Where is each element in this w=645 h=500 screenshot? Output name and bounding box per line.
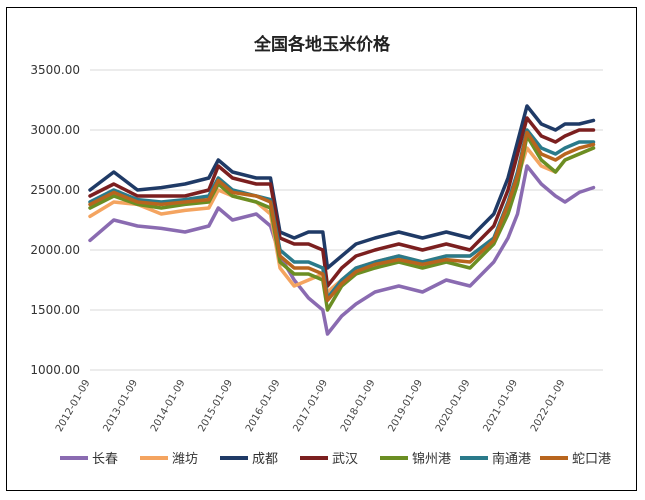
x-tick-label: 2016-01-09 xyxy=(244,378,283,434)
x-axis: 2012-01-09 2013-01-09 2014-01-09 2015-01-09… xyxy=(54,378,568,434)
series-lines xyxy=(88,104,596,336)
legend-label: 蛇口港 xyxy=(572,452,611,467)
x-tick-label: 2014-01-09 xyxy=(149,378,188,434)
y-tick-label: 2500.00 xyxy=(30,183,80,197)
legend-label: 潍坊 xyxy=(172,452,198,467)
series-line-0 xyxy=(88,164,596,336)
y-tick-label: 2000.00 xyxy=(30,243,80,257)
x-tick-label: 2020-01-09 xyxy=(434,378,473,434)
legend-label: 成都 xyxy=(252,452,278,467)
legend: 长春 潍坊 成都 武汉 锦州港 南通港 蛇口港 xyxy=(60,451,611,467)
y-grid xyxy=(90,69,603,371)
legend-label: 长春 xyxy=(92,452,118,467)
x-tick-label: 2017-01-09 xyxy=(292,378,331,434)
legend-label: 武汉 xyxy=(332,452,358,467)
x-tick-label: 2015-01-09 xyxy=(197,378,236,434)
series-line-2 xyxy=(88,104,596,270)
y-tick-label: 3500.00 xyxy=(30,63,80,77)
y-tick-label: 1500.00 xyxy=(30,303,80,317)
x-tick-label: 2013-01-09 xyxy=(102,378,141,434)
series-line-6 xyxy=(88,130,596,303)
x-tick-label: 2019-01-09 xyxy=(387,378,426,434)
y-tick-label: 3000.00 xyxy=(30,123,80,137)
x-tick-label: 2018-01-09 xyxy=(339,378,378,434)
x-tick-label: 2022-01-09 xyxy=(529,378,568,434)
y-tick-label: 1000.00 xyxy=(30,363,80,377)
legend-label: 锦州港 xyxy=(412,452,451,467)
legend-label: 南通港 xyxy=(492,451,531,467)
x-tick-label: 2012-01-09 xyxy=(54,378,93,434)
x-tick-label: 2021-01-09 xyxy=(482,378,521,434)
chart-title: 全国各地玉米价格 xyxy=(253,34,391,55)
y-axis: 1000.00 1500.00 2000.00 2500.00 3000.00 3500.… xyxy=(30,63,80,377)
series-line-3 xyxy=(88,116,596,288)
